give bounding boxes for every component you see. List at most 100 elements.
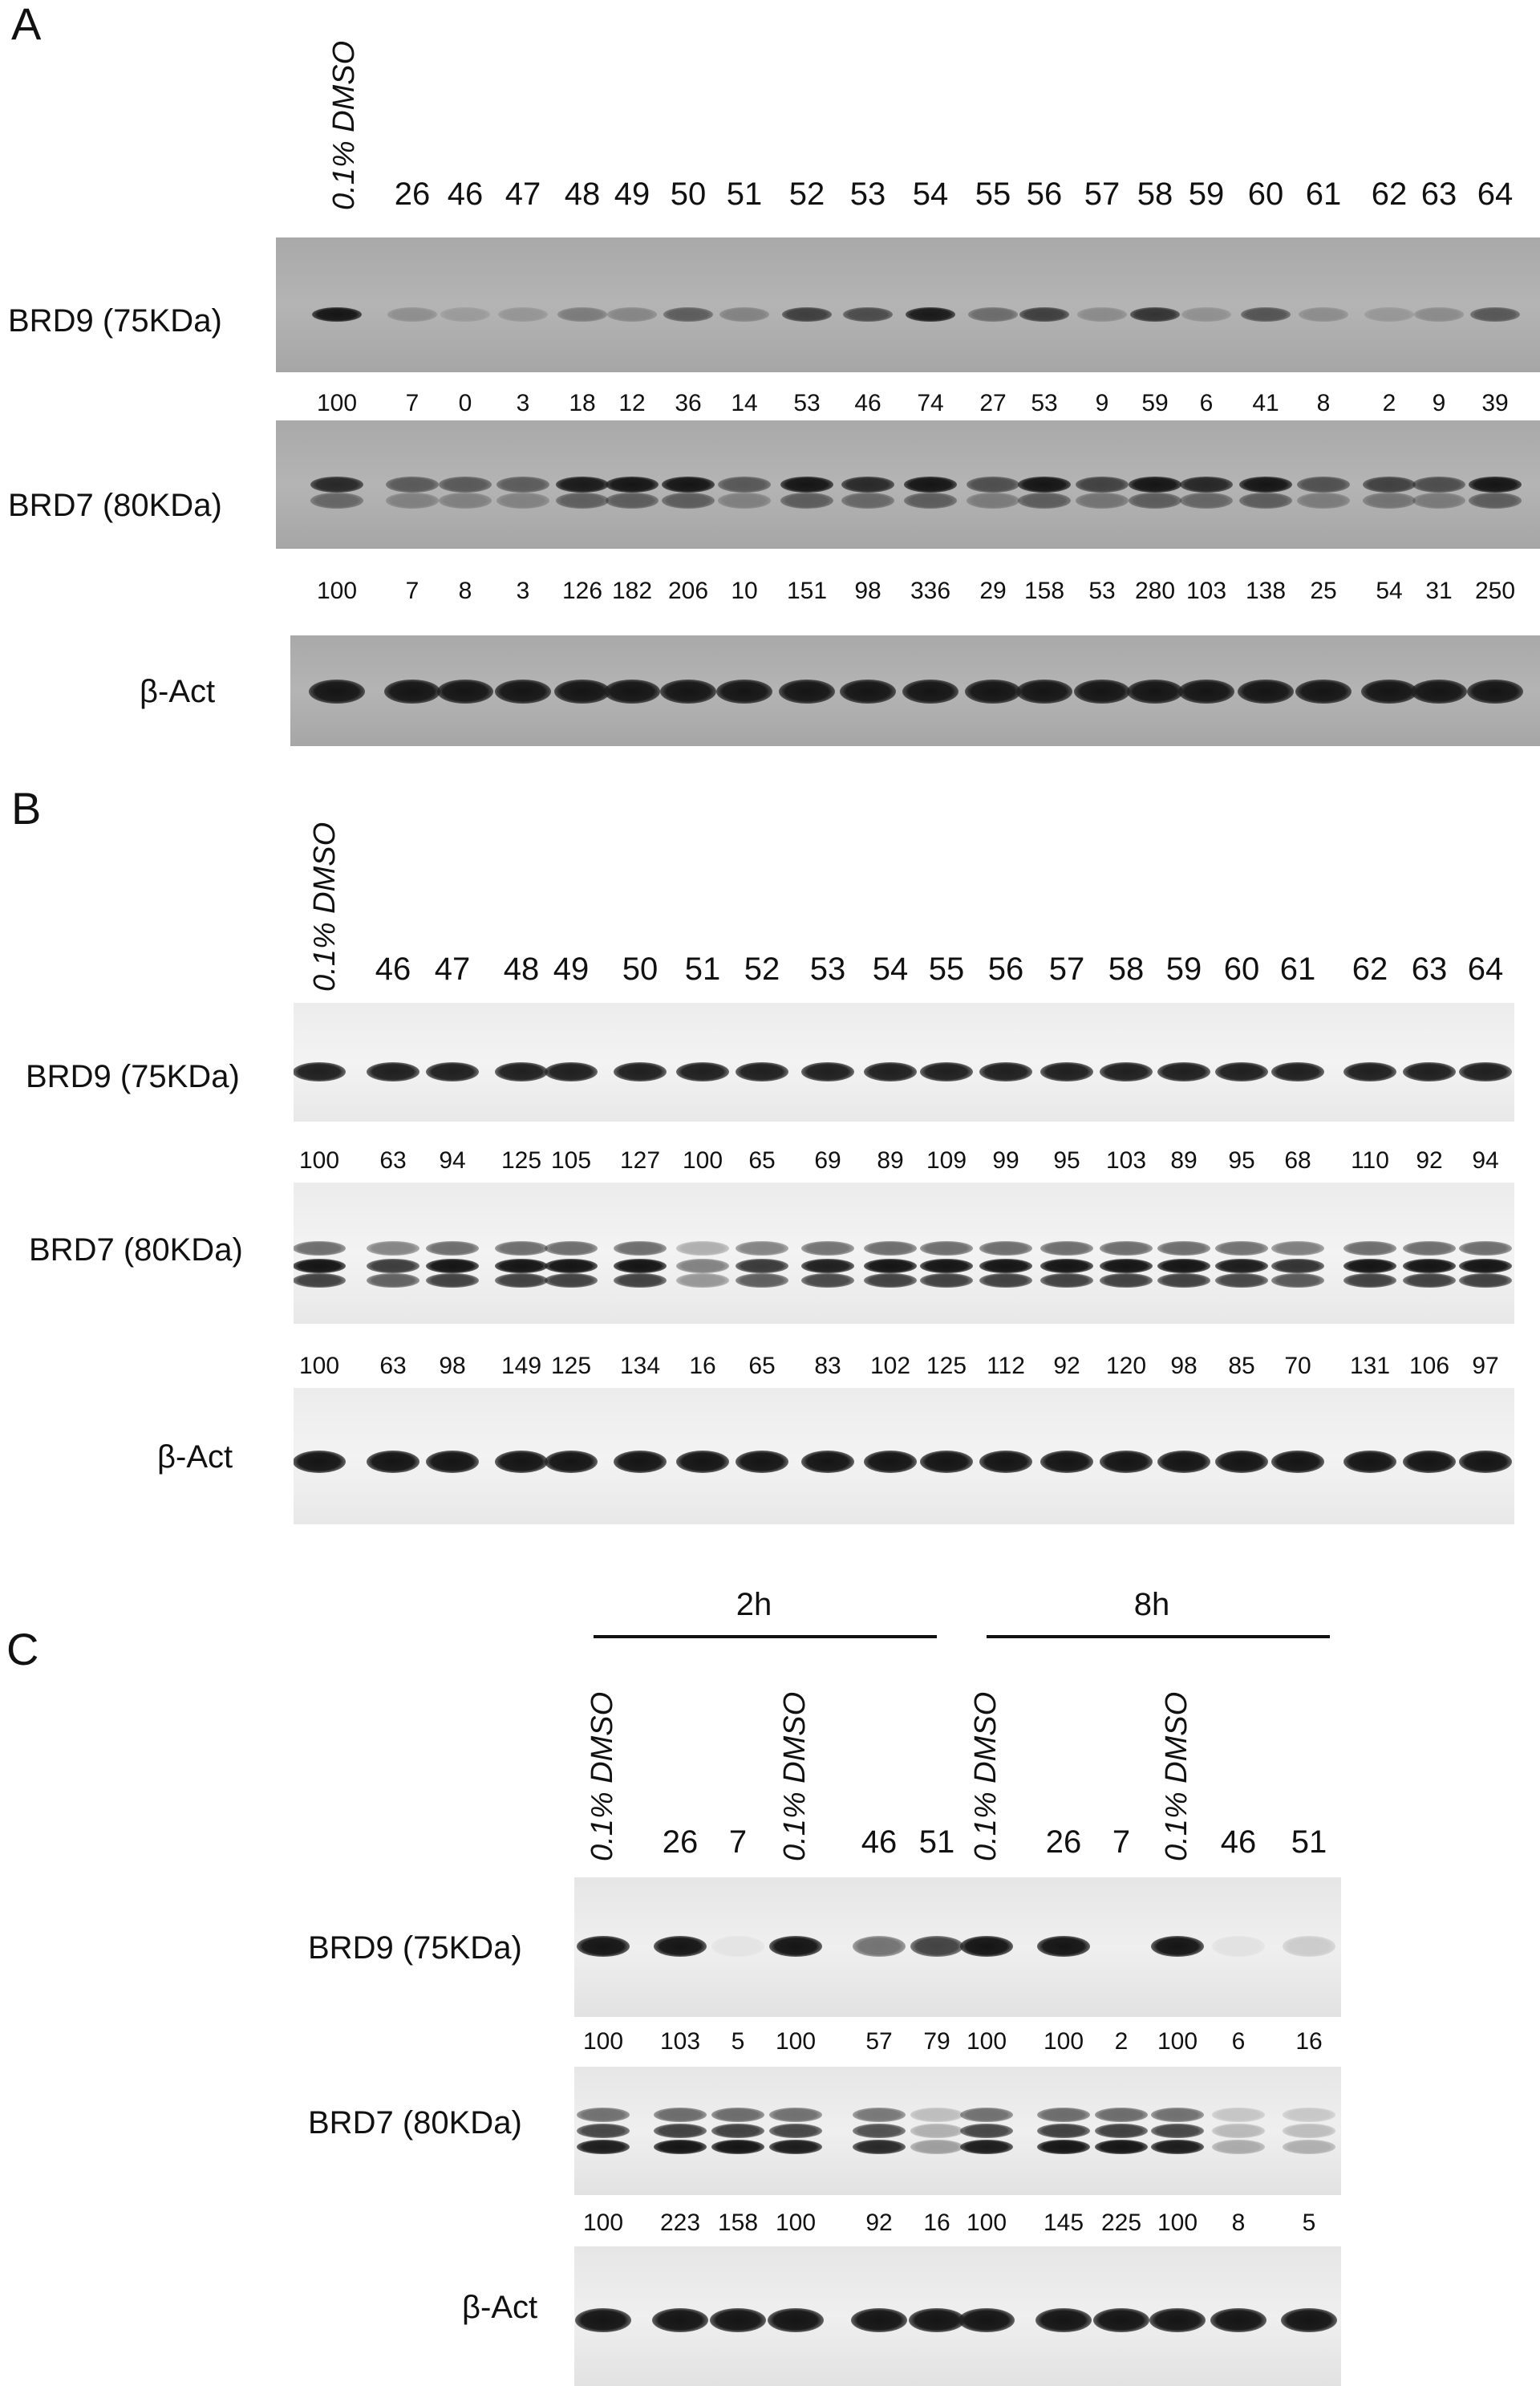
brd9-band [387,307,437,322]
lane-label: 26 [1045,1824,1082,1860]
brd7-band [367,1273,419,1288]
panel-c-actin-label: β-Act [462,2290,538,2325]
brd7-band [1283,2124,1335,2138]
brd9-value: 99 [992,1147,1019,1174]
brd7-band [1076,477,1129,493]
brd9-value: 127 [619,1147,661,1174]
brd7-band [1151,2124,1204,2138]
brd7-value: 126 [561,578,603,604]
brd7-band [577,2108,630,2122]
lane-label: 61 [1279,952,1316,987]
brd7-band [780,493,833,509]
lane-label: 52 [788,177,825,212]
brd9-value: 103 [1105,1147,1147,1174]
brd9-band [545,1062,598,1081]
lane-label: 54 [872,952,909,987]
lane-label: 56 [987,952,1024,987]
actin-band [1157,1451,1210,1473]
brd7-band [1095,2108,1148,2122]
actin-band [1210,2308,1266,2332]
brd9-value: 59 [1141,390,1169,416]
panel-c-brd7-blot [574,2067,1341,2195]
actin-band [920,1451,973,1473]
brd9-value: 92 [1416,1147,1443,1174]
brd7-band [1283,2140,1335,2154]
brd7-band [853,2108,906,2122]
brd9-value: 100 [966,2028,1007,2055]
brd7-value: 10 [731,578,758,604]
brd9-band [1040,1062,1093,1081]
actin-band [604,680,660,704]
actin-band [1343,1451,1396,1473]
brd9-band [1241,307,1291,322]
brd7-band [864,1273,917,1288]
brd7-band [1271,1273,1324,1288]
brd9-value: 100 [775,2028,817,2055]
lane-label: 7 [1112,1824,1131,1860]
actin-band [768,2308,824,2332]
brd9-value: 2 [1382,390,1396,416]
brd7-band [614,1241,667,1256]
panel-c-letter: C [6,1624,39,1674]
brd7-value: 31 [1425,578,1453,604]
brd7-band [606,477,659,493]
brd9-value: 95 [1228,1147,1255,1174]
brd7-band [718,493,771,509]
brd7-band [864,1241,917,1256]
brd9-band [1470,307,1520,322]
brd7-value: 149 [500,1353,542,1379]
actin-band [1149,2308,1206,2332]
brd7-value: 206 [667,578,709,604]
brd7-band [556,477,609,493]
lane-label: 48 [564,177,601,212]
brd7-band [1100,1273,1153,1288]
lane-label: 63 [1411,952,1448,987]
brd7-value: 100 [1157,2209,1198,2236]
brd7-band [853,2140,906,2154]
actin-band [1271,1451,1324,1473]
panel-a-brd7-label: BRD7 (80KDa) [8,488,222,523]
brd9-band [1403,1062,1456,1081]
brd7-band [920,1241,973,1256]
brd9-band [1215,1062,1268,1081]
lane-label: 57 [1084,177,1121,212]
brd9-band [1151,1936,1204,1957]
brd9-band [312,307,362,322]
brd7-band [676,1259,729,1273]
actin-band [676,1451,729,1473]
panel-a-brd9-blot [276,237,1540,372]
brd7-band [654,2108,707,2122]
brd7-value: 5 [1302,2209,1316,2236]
brd7-value: 336 [910,578,951,604]
actin-band [554,680,610,704]
brd9-value: 2 [1114,2028,1129,2055]
panel-c-group-8h-rule [987,1635,1330,1638]
brd9-value: 65 [748,1147,776,1174]
brd7-band [736,1259,788,1273]
brd9-value: 105 [550,1147,592,1174]
brd9-value: 100 [1043,2028,1084,2055]
brd7-value: 92 [1053,1353,1080,1379]
brd7-value: 70 [1284,1353,1311,1379]
brd7-band [495,1273,548,1288]
brd7-band [654,2124,707,2138]
brd9-value: 14 [731,390,758,416]
lane-label: 7 [728,1824,748,1860]
brd7-band [386,493,439,509]
brd7-band [841,493,894,509]
brd9-band [1037,1936,1090,1957]
brd7-value: 223 [659,2209,701,2236]
brd7-band [310,493,363,509]
lane-label: 63 [1420,177,1457,212]
brd7-value: 225 [1100,2209,1142,2236]
brd9-value: 109 [926,1147,967,1174]
brd9-value: 12 [618,390,646,416]
panel-c-brd9-blot [574,1877,1341,2017]
panel-b-letter: B [11,783,42,834]
brd9-band [843,307,893,322]
lane-label: 53 [849,177,886,212]
brd7-band [386,477,439,493]
brd9-band [979,1062,1032,1081]
panel-b-actin-label: β-Act [157,1439,233,1475]
brd7-value: 97 [1472,1353,1499,1379]
